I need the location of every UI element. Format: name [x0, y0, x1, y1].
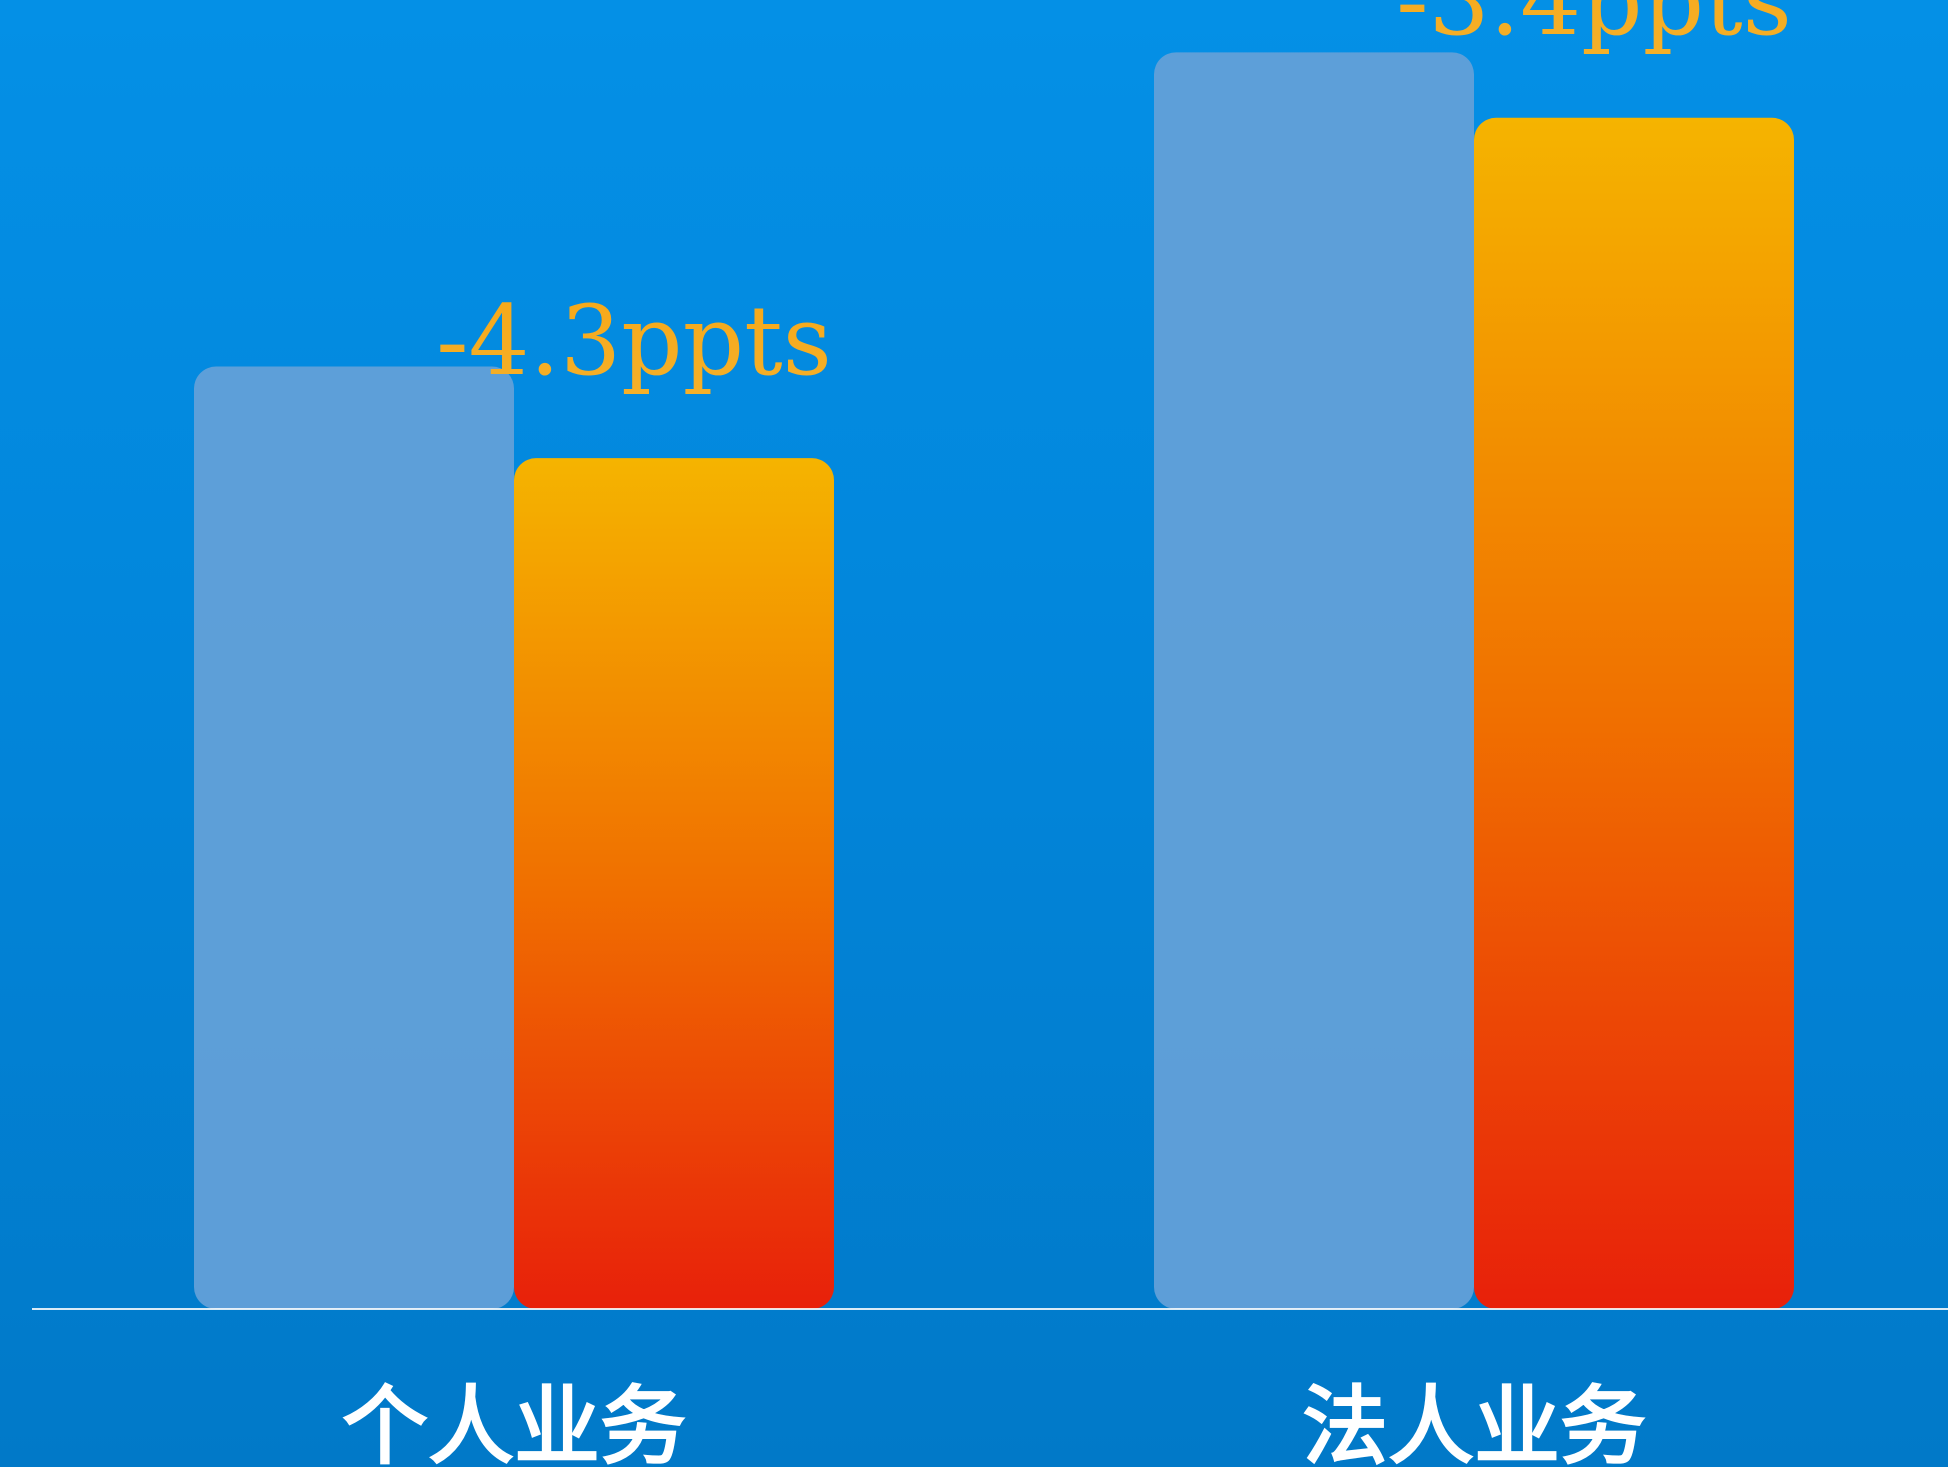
category-labels-group: 个人业务 法人业务	[342, 1376, 1646, 1467]
bar-annotation: -3.4ppts	[1396, 0, 1792, 57]
bar-法人业务-series-1	[1154, 52, 1474, 1310]
bar-个人业务-series-2	[514, 458, 834, 1309]
bar-个人业务-series-1	[194, 366, 514, 1309]
category-label: 法人业务	[1302, 1376, 1646, 1467]
bar-法人业务-series-2	[1474, 117, 1794, 1309]
bar-annotation: -4.3ppts	[436, 285, 832, 397]
bars-group	[194, 52, 1794, 1310]
category-label: 个人业务	[342, 1376, 686, 1467]
annotations-group: -4.3ppts -3.4ppts	[436, 0, 1792, 397]
